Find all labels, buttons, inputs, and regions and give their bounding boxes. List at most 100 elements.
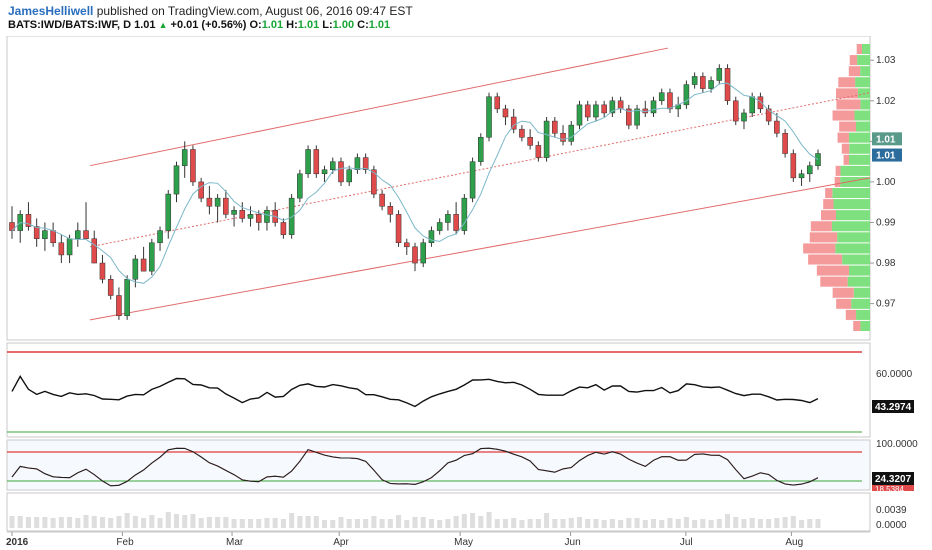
volume-bar (354, 519, 360, 528)
volume-bars (9, 512, 821, 528)
time-tick-label: Feb (116, 537, 134, 548)
volume-bar (445, 519, 451, 528)
candle-body (453, 214, 459, 231)
candle-body (667, 92, 673, 110)
volume-bar (511, 518, 517, 528)
candle-body (552, 120, 558, 134)
vp-up-bar (842, 254, 870, 265)
price-pane[interactable] (6, 36, 871, 341)
price-tick-label: 0.97 (876, 299, 896, 310)
volume-tag: 0.0039 (876, 505, 907, 516)
candle-body (691, 76, 698, 85)
candle-body (535, 145, 542, 158)
time-tick-label: Apr (333, 537, 349, 548)
candle-body (124, 279, 130, 317)
volume-bar (453, 516, 459, 528)
vp-down-bar (834, 176, 841, 187)
price-axis[interactable]: 1.031.021.011.000.990.980.971.011.0160.0… (870, 55, 918, 531)
candle-body (140, 258, 147, 272)
volume-bar (626, 518, 632, 528)
vp-up-bar (849, 154, 870, 165)
volume-bar (708, 520, 714, 528)
vp-up-bar (860, 99, 870, 110)
volume-bar (692, 520, 698, 528)
time-tick-label: Mar (226, 537, 244, 548)
candle-body (280, 222, 287, 235)
candle-body (116, 295, 122, 317)
candle-body (445, 214, 451, 223)
vp-up-bar (857, 55, 870, 66)
time-tick-label: Jun (565, 537, 581, 548)
volume-bar (371, 516, 377, 528)
volume-bar (132, 516, 138, 528)
candle-body (560, 132, 566, 142)
price-tick-label: 1.02 (876, 96, 896, 107)
vp-down-bar (849, 55, 858, 66)
volume-bar (790, 516, 796, 528)
chart-header: JamesHelliwell published on TradingView.… (0, 0, 932, 36)
volume-bar (412, 517, 418, 528)
channel-lower (89, 177, 871, 321)
candle-body (436, 222, 443, 231)
vp-down-bar (835, 165, 841, 176)
candle-body (461, 197, 468, 231)
candle-body (387, 206, 394, 215)
vp-up-bar (831, 221, 870, 232)
volume-bar (50, 518, 56, 528)
channel-mid (89, 92, 871, 248)
volume-bar (42, 517, 48, 528)
volume-bar (239, 519, 245, 528)
stoch-tag-k: 24.3207 (875, 474, 912, 485)
candle-body (807, 165, 813, 175)
volume-bar (116, 516, 122, 528)
high-label: H: (286, 19, 298, 31)
price-tick-label: 1.00 (876, 177, 896, 188)
vp-down-bar (832, 287, 854, 298)
volume-bar (420, 517, 426, 528)
volume-bar (576, 517, 583, 528)
vp-up-bar (856, 309, 870, 320)
vp-down-bar (856, 44, 862, 55)
candle-body (362, 157, 369, 170)
vp-down-bar (838, 77, 856, 88)
volume-bar (75, 518, 81, 528)
candle-body (288, 197, 295, 235)
volume-bar (387, 519, 393, 528)
price-tag-last-box (872, 132, 902, 146)
candle-body (568, 124, 575, 142)
volume-bar (25, 517, 31, 528)
time-tick-label: Aug (785, 537, 803, 548)
volume-bar (346, 519, 352, 528)
stoch-tick-label: 100.0000 (876, 439, 918, 450)
vp-down-bar (820, 276, 848, 287)
vp-up-bar (851, 298, 870, 309)
candle-body (42, 230, 48, 239)
candle-body (313, 149, 320, 175)
candle-body (223, 197, 229, 215)
symbol-name[interactable]: BATS:IWD/BATS:IWF, D (8, 19, 132, 31)
volume-bar (527, 519, 533, 528)
volume-bar (67, 517, 73, 528)
stoch-pane[interactable] (6, 439, 871, 491)
vp-down-bar (820, 210, 836, 221)
candle-body (749, 96, 755, 114)
candle-body (91, 238, 98, 264)
volume-bar (725, 514, 731, 528)
up-arrow-icon: ▲ (158, 20, 168, 30)
volume-bar (256, 519, 262, 528)
vp-up-bar (860, 320, 870, 331)
vp-up-bar (832, 188, 870, 199)
rsi-pane[interactable] (6, 342, 871, 438)
volume-bar (650, 519, 657, 528)
candle-body (502, 108, 509, 118)
time-axis[interactable]: 2016 Feb Mar Apr May Jun Jul Aug (6, 532, 803, 548)
candle-body (231, 210, 237, 215)
author-link[interactable]: JamesHelliwell (8, 4, 94, 18)
chart-canvas[interactable]: 1.031.021.011.000.990.980.971.011.0160.0… (0, 36, 932, 550)
candle-body (510, 116, 517, 130)
volume-tick-label: 0.0000 (876, 520, 907, 531)
candle-body (428, 230, 435, 244)
volume-bar (766, 519, 772, 528)
candle-body (782, 132, 788, 154)
last-price: 1.01 (134, 19, 156, 31)
